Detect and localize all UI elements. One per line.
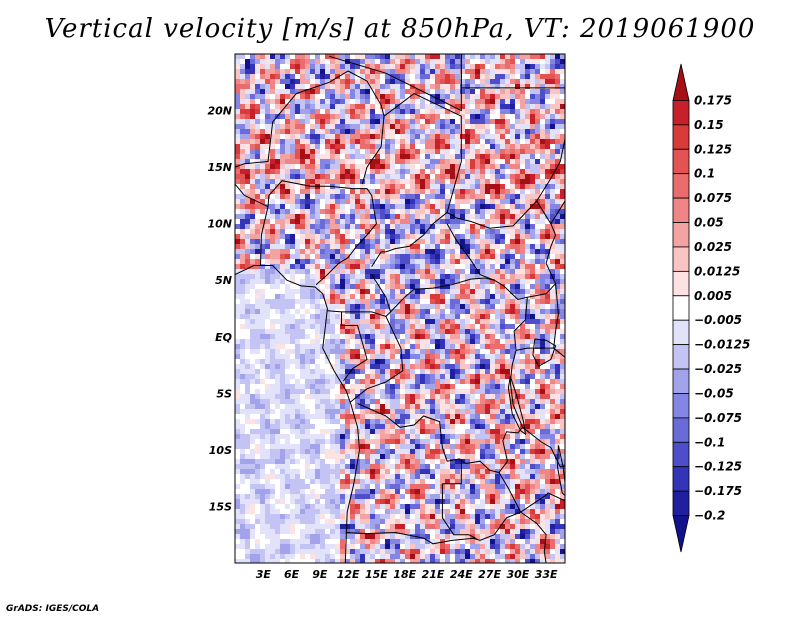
- map-panel: 20N 15N 10N 5N EQ 5S 10S 15S 3E 6E 9E 12E 15E 18E 21E…: [207, 53, 566, 581]
- map-frame: [234, 53, 566, 564]
- lon-tick-label: 18E: [393, 568, 416, 581]
- border-line: [507, 376, 527, 436]
- colorbar-label: 0.125: [694, 142, 732, 156]
- colorbar-label: −0.125: [694, 460, 742, 474]
- chart-title: Vertical velocity [m/s] at 850hPa, VT: 2…: [44, 14, 756, 44]
- colorbar-swatch: [672, 197, 690, 223]
- colorbar-swatch: [672, 222, 690, 248]
- colorbar-label: −0.025: [694, 362, 742, 376]
- colorbar-swatch: [672, 148, 690, 175]
- colorbar-swatch: [672, 319, 690, 346]
- border-line: [442, 461, 462, 485]
- colorbar-swatch: [672, 100, 690, 126]
- colorbar-label: 0.05: [694, 216, 724, 230]
- colorbar-swatch: [672, 441, 690, 468]
- border-line: [472, 472, 522, 541]
- lon-tick-label: 27E: [478, 568, 501, 581]
- border-line: [235, 265, 361, 563]
- lon-tick-label: 3E: [256, 568, 272, 581]
- grads-credit: GrADS: IGES/COLA: [6, 604, 100, 614]
- lon-tick-label: 21E: [422, 568, 445, 581]
- border-line: [522, 426, 565, 468]
- colorbar-label: −0.0125: [694, 338, 750, 352]
- border-line: [371, 93, 462, 267]
- colorbar-swatch: [672, 295, 690, 321]
- colorbar-swatch: [672, 417, 690, 443]
- velocity-field: [235, 54, 565, 563]
- border-line: [515, 283, 559, 351]
- colorbar-swatch: [672, 246, 690, 272]
- border-line: [371, 274, 495, 313]
- colorbar-swatch: [672, 490, 690, 516]
- border-line: [532, 338, 557, 367]
- country-borders: [235, 54, 565, 563]
- colorbar-label: −0.005: [694, 313, 742, 327]
- border-line: [520, 492, 565, 553]
- latitude-labels: 20N 15N 10N 5N EQ 5S 10S 15S: [207, 105, 232, 514]
- colorbar-swatch: [672, 63, 690, 101]
- colorbar-label: 0.025: [694, 240, 732, 254]
- lat-tick-label: 10N: [207, 218, 232, 231]
- lon-tick-label: 15E: [365, 568, 388, 581]
- lat-tick-label: 15S: [209, 500, 232, 513]
- lat-tick-label: 5N: [215, 274, 232, 287]
- border-line: [349, 316, 404, 403]
- border-line: [260, 180, 377, 286]
- colorbar-label: 0.15: [694, 118, 724, 132]
- colorbar-swatch: [672, 124, 690, 150]
- border-line: [460, 54, 565, 89]
- lat-tick-label: 20N: [207, 105, 232, 118]
- lat-tick-label: 15N: [207, 161, 232, 174]
- colorbar-label: −0.2: [694, 509, 725, 523]
- border-line: [550, 199, 565, 224]
- border-line: [446, 200, 557, 301]
- colorbar-swatch: [672, 515, 690, 553]
- lat-tick-label: 5S: [216, 387, 232, 400]
- colorbar-swatch: [672, 270, 690, 297]
- colorbar-label: 0.005: [694, 289, 732, 303]
- lat-tick-label: 10S: [209, 444, 232, 457]
- border-line: [346, 483, 478, 545]
- colorbar-swatch: [672, 173, 690, 199]
- lon-tick-label: 33E: [535, 568, 558, 581]
- colorbar-label: −0.05: [694, 386, 734, 400]
- lon-tick-label: 6E: [284, 568, 300, 581]
- border-line: [536, 136, 565, 202]
- colorbar-label: −0.1: [694, 435, 725, 449]
- lon-tick-label: 12E: [337, 568, 360, 581]
- colorbar-swatch: [672, 368, 690, 394]
- colorbar-label: 0.175: [694, 93, 732, 107]
- lon-tick-label: 9E: [312, 568, 328, 581]
- longitude-labels: 3E 6E 9E 12E 15E 18E 21E 24E 27E 30E 33E: [256, 568, 558, 581]
- colorbar-swatch: [672, 393, 690, 419]
- colorbar-swatch: [672, 466, 690, 492]
- colorbar-swatch: [672, 344, 690, 370]
- colorbar-label: 0.0125: [694, 264, 740, 278]
- lon-tick-label: 24E: [450, 568, 473, 581]
- border-line: [235, 70, 385, 208]
- colorbar-label: 0.1: [694, 167, 715, 181]
- vertical-velocity-map: 20N 15N 10N 5N EQ 5S 10S 15S 3E 6E 9E 12E 15E 18E 21E…: [207, 53, 566, 581]
- border-line: [341, 311, 368, 382]
- colorbar-label: −0.075: [694, 411, 742, 425]
- lat-tick-label: EQ: [215, 331, 232, 344]
- colorbar-label: 0.075: [694, 191, 732, 205]
- border-line: [327, 310, 391, 317]
- border-line: [520, 511, 547, 563]
- colorbar-label: −0.175: [694, 484, 742, 498]
- lon-tick-label: 30E: [506, 568, 529, 581]
